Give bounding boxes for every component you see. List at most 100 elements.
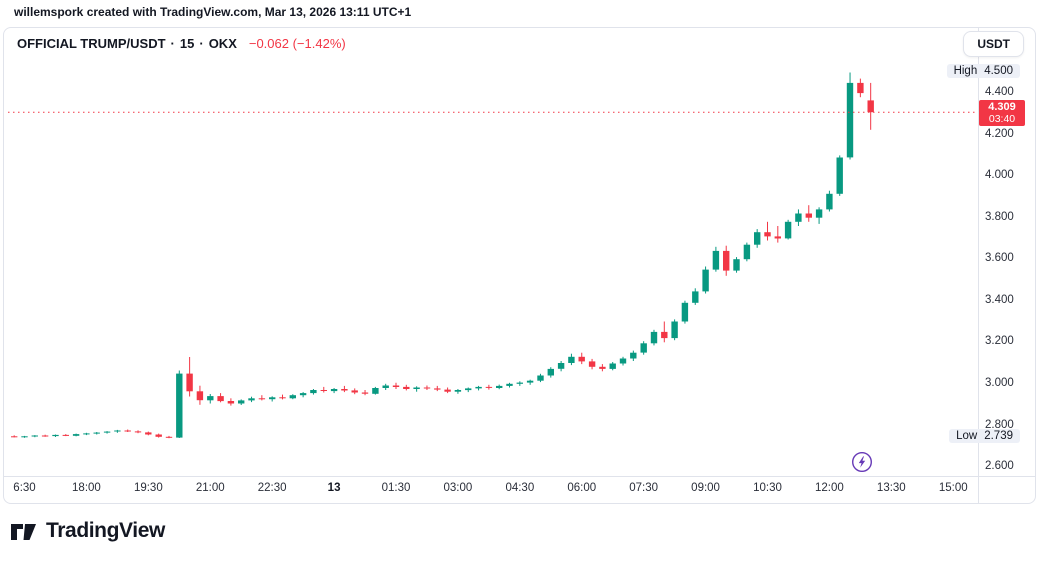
candle-body	[867, 100, 874, 113]
candle-body	[196, 391, 204, 401]
candles-layer	[11, 72, 874, 439]
candle-body	[795, 213, 802, 222]
candle-body	[506, 383, 513, 386]
price-axis-separator	[978, 28, 979, 504]
candle-body	[382, 385, 389, 388]
candle-body	[743, 244, 751, 260]
time-tick-label: 18:00	[72, 482, 101, 494]
attribution-text: willemspork created with TradingView.com…	[14, 5, 412, 19]
candle-body	[661, 331, 668, 339]
price-tick-label: 3.400	[985, 293, 1014, 306]
symbol-name: OFFICIAL TRUMP/USDT	[17, 36, 166, 51]
candle-body	[526, 380, 534, 383]
tradingview-footer-link[interactable]: TradingView	[10, 517, 165, 544]
candle-body	[103, 431, 111, 433]
candle-body	[248, 398, 255, 401]
candle-body	[568, 356, 575, 363]
candle-body	[650, 331, 658, 344]
candle-body	[846, 82, 854, 158]
price-tick-label: 3.800	[985, 210, 1014, 223]
candle-body	[754, 232, 761, 245]
time-tick-label: 22:30	[257, 482, 287, 494]
lightning-icon	[851, 451, 873, 473]
candle-body	[269, 397, 276, 400]
candle-body	[165, 436, 173, 438]
time-tick-label: 12:00	[815, 482, 844, 494]
time-tick-label: 07:30	[629, 482, 659, 494]
low-word: Low	[956, 430, 978, 443]
candle-body	[764, 232, 771, 237]
candle-body	[454, 390, 462, 392]
lightning-marker[interactable]	[851, 451, 873, 473]
candle-body	[681, 302, 689, 322]
tradingview-brand-text: TradingView	[46, 518, 165, 542]
high-word: High	[953, 64, 978, 77]
last-price-badge[interactable]: 4.309 03:40	[979, 100, 1025, 127]
chart-panel	[3, 27, 1036, 504]
time-tick-label: 13	[327, 482, 341, 494]
candle-body	[176, 373, 183, 438]
candle-body	[413, 387, 420, 389]
candle-body	[723, 250, 730, 271]
candle-body	[31, 435, 38, 437]
time-tick-label: 10:30	[753, 482, 782, 494]
candle-body	[238, 400, 245, 404]
candle-body	[805, 213, 812, 218]
candle-body	[145, 432, 152, 435]
separator-dot: ·	[170, 36, 175, 51]
candle-body	[588, 361, 596, 367]
symbol-title[interactable]: OFFICIAL TRUMP/USDT · 15 · OKX	[17, 36, 237, 51]
candle-body	[299, 393, 307, 396]
time-tick-label: 6:30	[13, 482, 36, 494]
candle-body	[21, 436, 28, 438]
candle-body	[330, 389, 338, 392]
time-tick-label: 09:00	[691, 482, 720, 494]
candle-body	[671, 321, 678, 339]
candle-body	[403, 386, 410, 389]
time-tick-label: 15:00	[938, 482, 968, 494]
candle-body	[712, 250, 720, 270]
candle-body	[537, 375, 544, 381]
price-tick-label: 4.400	[985, 86, 1014, 99]
price-tick-label: 3.200	[985, 335, 1014, 348]
interval-label: 15	[179, 36, 195, 51]
candle-body	[826, 193, 833, 210]
candle-body	[465, 388, 472, 391]
change-value: −0.062 (−1.42%)	[248, 36, 346, 51]
candle-body	[434, 388, 441, 390]
candle-body	[279, 397, 286, 399]
range-high-label: High 4.500	[946, 63, 1020, 78]
candle-body	[836, 157, 843, 194]
price-tick-label: 4.000	[985, 169, 1014, 182]
last-price-value: 4.309	[988, 101, 1016, 114]
candle-body	[702, 269, 709, 292]
candle-body	[485, 386, 493, 388]
price-tick-label: 4.200	[985, 127, 1014, 140]
currency-toggle-button[interactable]: USDT	[963, 31, 1024, 57]
time-tick-label: 03:00	[443, 482, 473, 494]
candle-body	[41, 435, 49, 437]
candle-body	[640, 343, 647, 353]
price-tick-label: 3.600	[985, 252, 1014, 265]
candle-body	[93, 432, 100, 434]
candle-body	[733, 259, 740, 271]
candle-body	[496, 385, 503, 388]
candle-body	[599, 366, 606, 369]
candle-body	[361, 392, 369, 394]
time-axis-separator	[4, 476, 1036, 477]
time-tick-label: 21:00	[195, 482, 225, 494]
candle-body	[578, 356, 585, 362]
candle-body	[155, 434, 162, 437]
candle-body	[516, 382, 523, 384]
price-tick-label: 3.000	[985, 377, 1014, 389]
candle-body	[62, 434, 69, 436]
candle-body	[784, 221, 792, 239]
candle-body	[134, 431, 142, 433]
range-low-label: Low 2.739	[949, 429, 1020, 444]
candle-body	[351, 390, 358, 393]
candle-body	[547, 368, 554, 376]
candle-body	[609, 363, 616, 369]
tradingview-logo-icon	[11, 524, 36, 540]
